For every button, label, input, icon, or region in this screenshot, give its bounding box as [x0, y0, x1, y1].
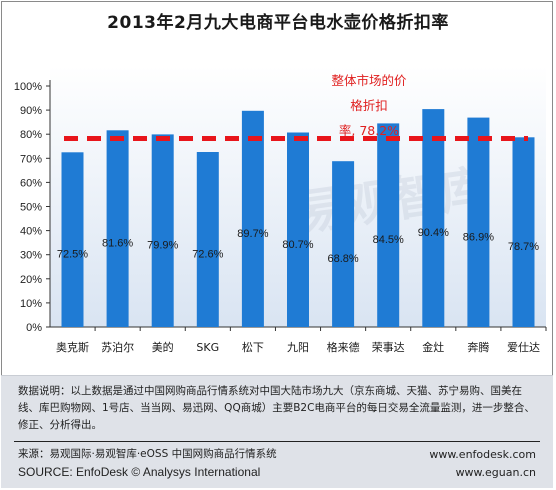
- y-tick-label: 30%: [20, 250, 42, 262]
- bar: [467, 117, 490, 327]
- enfodesk-url: www.enfodesk.com: [429, 448, 536, 461]
- bar-value-label: 68.8%: [327, 253, 358, 265]
- y-tick-label: 80%: [20, 129, 42, 141]
- x-tick-label: 金灶: [422, 340, 444, 354]
- x-tick-label: 美的: [152, 340, 174, 354]
- eguan-url: www.eguan.cn: [455, 466, 536, 479]
- y-tick-label: 10%: [20, 298, 42, 310]
- bar: [61, 152, 84, 327]
- y-tick-label: 20%: [20, 274, 42, 286]
- x-tick-label: 九阳: [287, 341, 309, 354]
- y-tick-label: 40%: [20, 226, 42, 238]
- x-tick-label: SKG: [196, 341, 219, 354]
- data-note-text: 数据说明：以上数据是通过中国网购商品行情系统对中国大陆市场九大（京东商城、天猫、…: [18, 385, 535, 431]
- bar: [241, 110, 264, 327]
- bar-value-label: 81.6%: [102, 238, 133, 250]
- bar: [422, 109, 445, 327]
- bar: [287, 132, 309, 327]
- y-tick-label: 0%: [26, 322, 42, 334]
- bar: [332, 161, 355, 327]
- y-tick-label: 70%: [20, 153, 42, 165]
- x-tick-label: 荣事达: [372, 341, 405, 354]
- y-tick-label: 90%: [20, 105, 42, 117]
- bar: [196, 152, 219, 327]
- footer-divider: [14, 441, 540, 442]
- bar-value-label: 90.4%: [418, 227, 449, 239]
- y-tick-label: 60%: [20, 177, 42, 189]
- data-note-panel: [1, 375, 553, 488]
- bar-value-label: 80.7%: [282, 239, 313, 251]
- x-tick-label: 奥克斯: [56, 340, 89, 354]
- reference-annotation-line-2: 格折扣: [350, 98, 388, 113]
- bar: [151, 134, 174, 327]
- bar-value-label: 89.7%: [237, 228, 268, 240]
- x-tick-label: 奔腾: [467, 340, 489, 354]
- bar-value-label: 84.5%: [373, 234, 404, 246]
- x-tick-label: 松下: [242, 340, 264, 354]
- x-tick-label: 格来德: [327, 340, 360, 354]
- source-english: SOURCE: EnfoDesk © Analysys Internationa…: [18, 465, 261, 479]
- y-tick-label: 100%: [14, 81, 42, 93]
- bar: [106, 130, 129, 327]
- bar-value-label: 78.7%: [508, 241, 539, 253]
- bar-value-label: 72.5%: [57, 249, 88, 261]
- x-tick-label: 爱仕达: [507, 341, 540, 354]
- bar: [377, 123, 400, 328]
- y-tick-label: 50%: [20, 202, 42, 214]
- bar-value-label: 79.9%: [147, 240, 178, 252]
- x-tick-label: 苏泊尔: [101, 341, 134, 354]
- bar-chart: 易观智库 0%10%20%30%40%50%60%70%80%90%100% 7…: [14, 66, 547, 354]
- bar-value-label: 86.9%: [463, 231, 494, 243]
- bar: [512, 137, 535, 327]
- chart-title: 2013年2月九大电商平台电水壶价格折扣率: [107, 13, 449, 33]
- reference-annotation-line-1: 整体市场的价: [331, 73, 407, 88]
- source-chinese: 来源：易观国际·易观智库·eOSS 中国网购商品行情系统: [18, 448, 277, 460]
- bar-value-label: 72.6%: [192, 249, 223, 261]
- reference-annotation-line-3: 率, 78.2%: [338, 123, 400, 138]
